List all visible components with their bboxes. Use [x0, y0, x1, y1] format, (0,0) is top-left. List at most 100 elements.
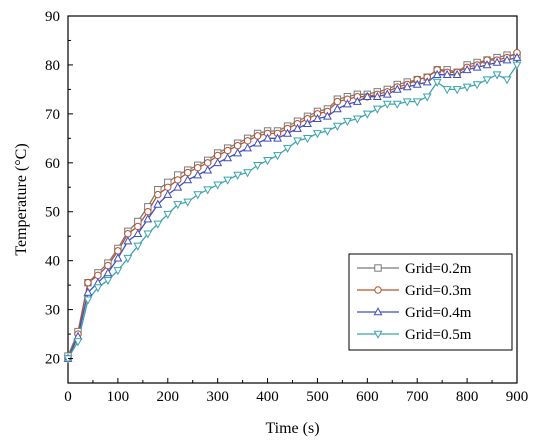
data-point — [382, 100, 392, 109]
data-point — [194, 163, 202, 172]
y-axis-ticks: 20 30 40 50 60 70 80 90 — [45, 9, 73, 368]
data-point — [452, 69, 462, 79]
y-axis-title: Temperature (°C) — [13, 143, 30, 255]
data-point — [432, 69, 442, 79]
data-point — [322, 127, 332, 136]
data-point — [164, 183, 172, 191]
data-point — [153, 199, 163, 208]
data-point — [173, 201, 183, 210]
x-tick-label: 900 — [506, 389, 529, 405]
data-point — [253, 161, 263, 171]
data-point — [502, 55, 512, 64]
data-point — [113, 267, 123, 276]
y-tick-label: 40 — [45, 254, 60, 270]
data-point — [293, 123, 302, 132]
data-point — [392, 100, 402, 109]
data-point — [273, 152, 282, 161]
data-point — [402, 82, 412, 91]
data-point — [333, 97, 342, 106]
data-point — [462, 64, 472, 74]
data-point — [193, 191, 203, 200]
data-point — [462, 83, 472, 92]
data-point — [313, 130, 322, 139]
data-point — [273, 133, 282, 142]
data-point — [362, 110, 372, 119]
x-tick-label: 800 — [456, 389, 479, 405]
series-line-1 — [67, 54, 517, 357]
x-tick-label: 200 — [157, 389, 180, 405]
data-point — [362, 91, 372, 101]
data-point — [412, 79, 422, 88]
legend-swatch-marker — [374, 264, 382, 272]
x-tick-label: 500 — [306, 389, 329, 405]
data-point — [422, 93, 432, 102]
data-point — [203, 165, 213, 174]
data-point — [84, 278, 92, 287]
data-point — [223, 153, 233, 162]
data-point — [472, 81, 482, 90]
data-point — [432, 78, 442, 87]
data-point — [512, 61, 522, 70]
data-point — [283, 128, 292, 137]
data-point — [392, 84, 402, 93]
data-point — [124, 230, 132, 238]
data-point — [442, 86, 452, 95]
y-tick-label: 70 — [45, 107, 60, 123]
data-point — [133, 228, 143, 238]
data-point — [144, 208, 152, 216]
data-point — [303, 118, 312, 127]
data-point — [283, 144, 292, 153]
data-point — [482, 60, 492, 69]
data-point — [184, 168, 192, 177]
data-point — [492, 57, 502, 66]
data-point — [114, 247, 122, 255]
data-point — [83, 287, 93, 296]
y-tick-label: 20 — [45, 352, 60, 368]
data-point — [243, 143, 253, 152]
legend-label: Grid=0.2m — [405, 261, 472, 277]
x-tick-label: 700 — [406, 389, 429, 405]
data-point — [173, 182, 183, 191]
data-point — [174, 176, 182, 184]
data-point — [442, 69, 452, 79]
data-point — [103, 276, 113, 286]
series-line-4 — [67, 64, 518, 359]
data-point — [113, 253, 123, 262]
y-tick-label: 80 — [45, 58, 60, 74]
data-point — [93, 284, 103, 293]
data-point — [233, 148, 243, 157]
data-point — [352, 115, 362, 124]
data-point — [263, 133, 272, 142]
series-lines — [67, 52, 518, 359]
y-tick-label: 60 — [45, 156, 60, 172]
data-point — [213, 157, 223, 167]
x-tick-label: 600 — [356, 389, 379, 405]
data-point — [482, 76, 492, 85]
legend-swatch-marker — [374, 286, 382, 294]
data-point — [123, 236, 133, 245]
data-point — [293, 137, 302, 146]
series-markers-4 — [63, 61, 522, 364]
data-point — [203, 186, 213, 195]
data-point — [103, 268, 113, 277]
data-point — [183, 198, 193, 207]
legend: Grid=0.2m Grid=0.3m Grid=0.4m Grid=0.5m — [348, 253, 513, 351]
data-point — [332, 104, 342, 113]
x-tick-label: 300 — [206, 389, 229, 405]
data-point — [83, 296, 93, 305]
x-tick-label: 0 — [64, 389, 72, 405]
data-point — [143, 230, 153, 239]
data-point — [94, 271, 102, 280]
data-point — [104, 261, 112, 270]
data-point — [382, 89, 392, 98]
data-point — [402, 98, 412, 107]
data-point — [134, 222, 142, 231]
data-point — [203, 159, 212, 167]
legend-label: Grid=0.5m — [405, 327, 472, 343]
data-point — [492, 71, 502, 80]
series-line-2 — [67, 52, 518, 359]
data-point — [233, 171, 243, 180]
data-point — [73, 338, 83, 347]
y-tick-label: 50 — [45, 205, 60, 221]
